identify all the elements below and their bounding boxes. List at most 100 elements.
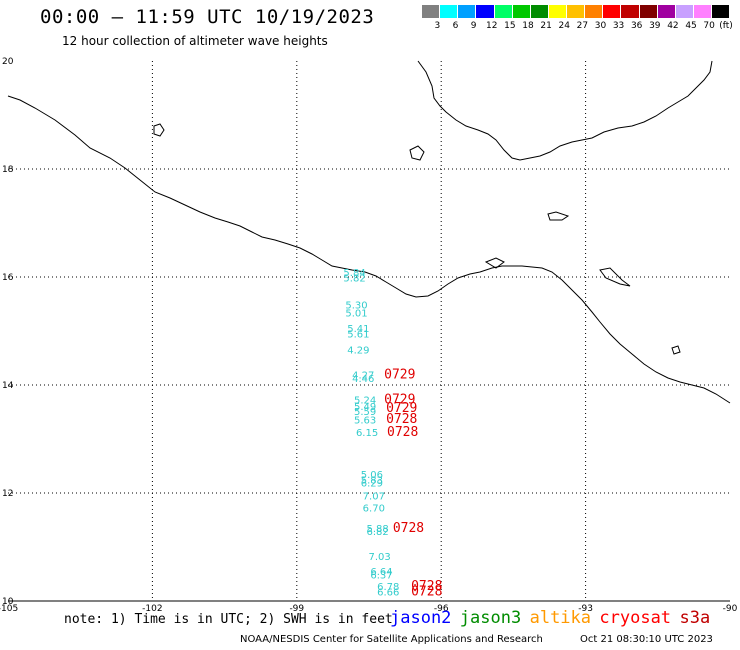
mission-cryosat: cryosat [599, 608, 672, 628]
legend-label: 9 [470, 21, 477, 31]
color-legend: 3 6 9 12 15 18 21 24 27 30 33 36 39 42 45 70 (ft) [422, 5, 733, 37]
pass-time-label: 0729 [384, 368, 415, 383]
swh-value-label: 5.61 [347, 329, 369, 340]
map-labels: -105 -102 -99 -96 -93 -90 20 18 16 14 12 10 5.845.82… [0, 57, 738, 614]
pass-time-label: 0729 [386, 401, 417, 416]
island-6 [671, 345, 681, 355]
swh-value-label: 4.27 [352, 371, 374, 382]
legend-swatch [458, 5, 477, 18]
legend-swatch [639, 5, 658, 18]
swh-value-label: 5.41 [347, 324, 369, 335]
credit-line: NOAA/NESDIS Center for Satellite Applica… [240, 634, 543, 645]
legend-swatch [657, 5, 676, 18]
legend-label: 27 [576, 21, 589, 31]
legend-swatch [603, 5, 622, 18]
swh-value-label: 5.30 [345, 300, 367, 311]
legend-swatch [422, 5, 441, 18]
mission-s3a: s3a [679, 608, 711, 628]
legend-labels: 3 6 9 12 15 18 21 24 27 30 33 36 39 42 45 70 (ft) [422, 18, 733, 32]
swh-value-label: 6.29 [361, 479, 383, 490]
pass-time-label: 0728 [387, 425, 418, 440]
coastline [7, 60, 731, 404]
legend-label: 45 [685, 21, 697, 31]
swh-value-label: 5.01 [345, 308, 367, 319]
footer-note: note: 1) Time is in UTC; 2) SWH is in fe… [64, 612, 393, 627]
legend-swatch [530, 5, 549, 18]
island-4 [599, 267, 631, 287]
legend-label: 42 [667, 21, 679, 31]
legend-swatch [494, 5, 513, 18]
lon-tick-label: -105 [0, 604, 18, 614]
legend-swatch [675, 5, 694, 18]
pass-time-label: 0728 [393, 521, 424, 536]
legend-label: 33 [612, 21, 625, 31]
swh-value-label: 4.29 [347, 346, 369, 357]
swh-value-label: 5.88 [367, 524, 389, 535]
lon-tick-label: -96 [434, 604, 449, 614]
legend-label: 39 [649, 21, 661, 31]
mission-jason3: jason3 [459, 608, 522, 628]
pass-time-label: 0728 [411, 579, 442, 594]
island-1 [153, 123, 165, 137]
swh-value-label: 5.63 [354, 415, 376, 426]
swh-value-label: 5.49 [354, 402, 376, 413]
lon-tick-label: -93 [578, 604, 593, 614]
legend-label: 36 [630, 21, 643, 31]
swh-value-label: 7.07 [363, 491, 385, 502]
legend-label: 18 [522, 21, 534, 31]
map-subtitle: 12 hour collection of altimeter wave hei… [62, 34, 328, 48]
mission-jason2: jason2 [390, 608, 452, 628]
swh-value-label: 6.78 [377, 582, 399, 593]
legend-swatch [621, 5, 640, 18]
legend-swatch [585, 5, 604, 18]
swh-value-label: 6.70 [363, 503, 385, 514]
legend-label: 12 [486, 21, 498, 31]
legend-label: 21 [540, 21, 552, 31]
lon-tick-label: -102 [142, 604, 162, 614]
legend-swatch [512, 5, 531, 18]
island-3 [547, 211, 570, 221]
legend-swatch [567, 5, 586, 18]
legend-label: 30 [594, 21, 607, 31]
swh-value-label: 5.82 [343, 273, 365, 284]
lat-tick-label: 18 [2, 165, 14, 175]
lat-tick-label: 12 [2, 489, 13, 499]
pass-time-label: 0729 [384, 392, 415, 407]
graticule [8, 61, 730, 602]
legend-label: 6 [452, 21, 459, 31]
lat-tick-label: 14 [2, 381, 14, 391]
swh-value-label: 5.84 [343, 268, 365, 279]
legend-swatch [548, 5, 567, 18]
pass-time-label: 0728 [386, 412, 417, 427]
island-2 [409, 145, 425, 161]
swh-value-label: 5.06 [361, 470, 383, 481]
swh-value-label: 5.59 [354, 407, 376, 418]
generated-timestamp: Oct 21 08:30:10 UTC 2023 [580, 634, 713, 645]
map-title: 00:00 – 11:59 UTC 10/19/2023 [40, 6, 375, 28]
swh-value-label: 5.24 [354, 395, 376, 406]
lat-tick-label: 16 [2, 273, 14, 283]
mission-altika: altika [529, 608, 592, 628]
legend-swatch [712, 5, 731, 18]
swh-value-label: 6.82 [367, 527, 389, 538]
legend-label: 3 [434, 21, 441, 31]
legend-label: 70 [703, 21, 715, 31]
legend-label: 15 [504, 21, 516, 31]
lat-tick-label: 10 [2, 597, 14, 607]
swh-value-label: 6.15 [356, 428, 378, 439]
lat-tick-label: 20 [2, 57, 14, 67]
legend-label: 24 [558, 21, 570, 31]
swh-value-label: 6.64 [370, 567, 392, 578]
mainland-coast [7, 95, 731, 404]
island-5 [484, 257, 505, 269]
legend-swatch [440, 5, 459, 18]
legend-swatch [476, 5, 495, 18]
lon-tick-label: -90 [723, 604, 738, 614]
gulf-coast [417, 60, 713, 161]
pass-time-label: 0728 [411, 585, 442, 600]
legend-unit: (ft) [719, 21, 733, 31]
swh-value-label: 7.03 [368, 552, 390, 563]
swh-value-label: 4.46 [352, 374, 374, 385]
legend-swatch [693, 5, 712, 18]
